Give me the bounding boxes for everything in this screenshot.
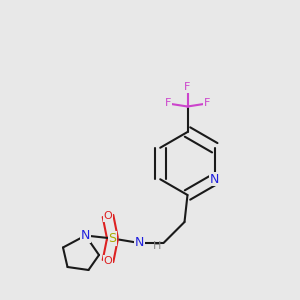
Text: F: F xyxy=(165,98,171,109)
Text: N: N xyxy=(210,173,220,186)
Text: S: S xyxy=(109,232,116,245)
Text: O: O xyxy=(103,256,112,266)
Text: O: O xyxy=(103,211,112,221)
Text: N: N xyxy=(135,236,144,250)
Text: F: F xyxy=(184,82,191,92)
Text: F: F xyxy=(204,98,210,109)
Text: N: N xyxy=(81,229,90,242)
Text: H: H xyxy=(153,241,161,251)
